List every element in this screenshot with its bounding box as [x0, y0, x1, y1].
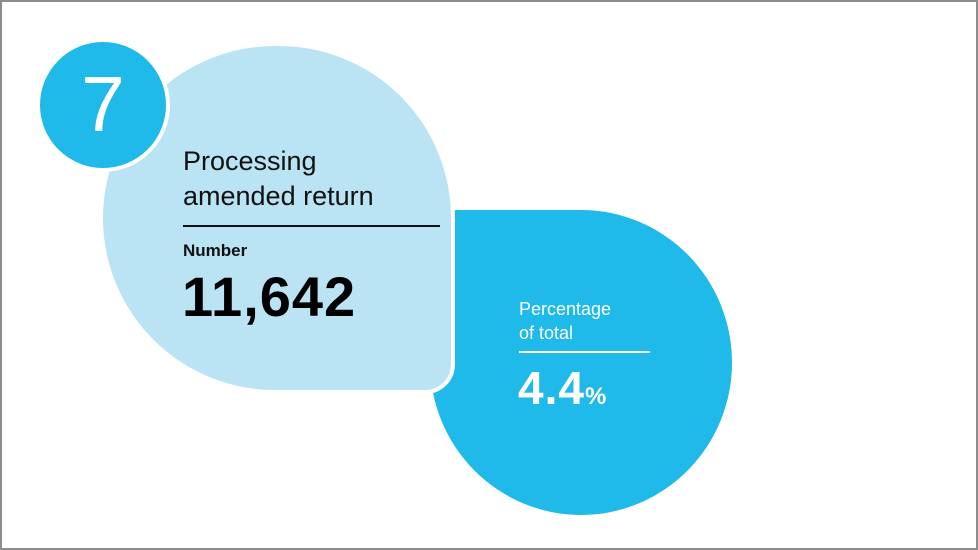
percentage-number: 4.4 — [518, 362, 585, 414]
percentage-label-line-1: Percentage — [519, 299, 612, 319]
percentage-value: 4.4% — [518, 363, 606, 425]
title-divider — [183, 225, 440, 227]
number-label: Number — [183, 241, 248, 260]
step-number: 7 — [81, 60, 125, 148]
step-number-badge: 7 — [36, 38, 170, 172]
percentage-label: Percentage of total — [519, 297, 679, 345]
percentage-teardrop — [430, 210, 732, 515]
number-value: 11,642 — [182, 265, 357, 328]
percentage-unit: % — [584, 383, 607, 410]
card-title-line-1: Processing — [183, 146, 317, 176]
percentage-label-line-2: of total — [519, 323, 574, 343]
percentage-divider — [519, 351, 650, 353]
card-title: Processing amended return — [183, 144, 443, 214]
card-title-line-2: amended return — [183, 181, 374, 211]
